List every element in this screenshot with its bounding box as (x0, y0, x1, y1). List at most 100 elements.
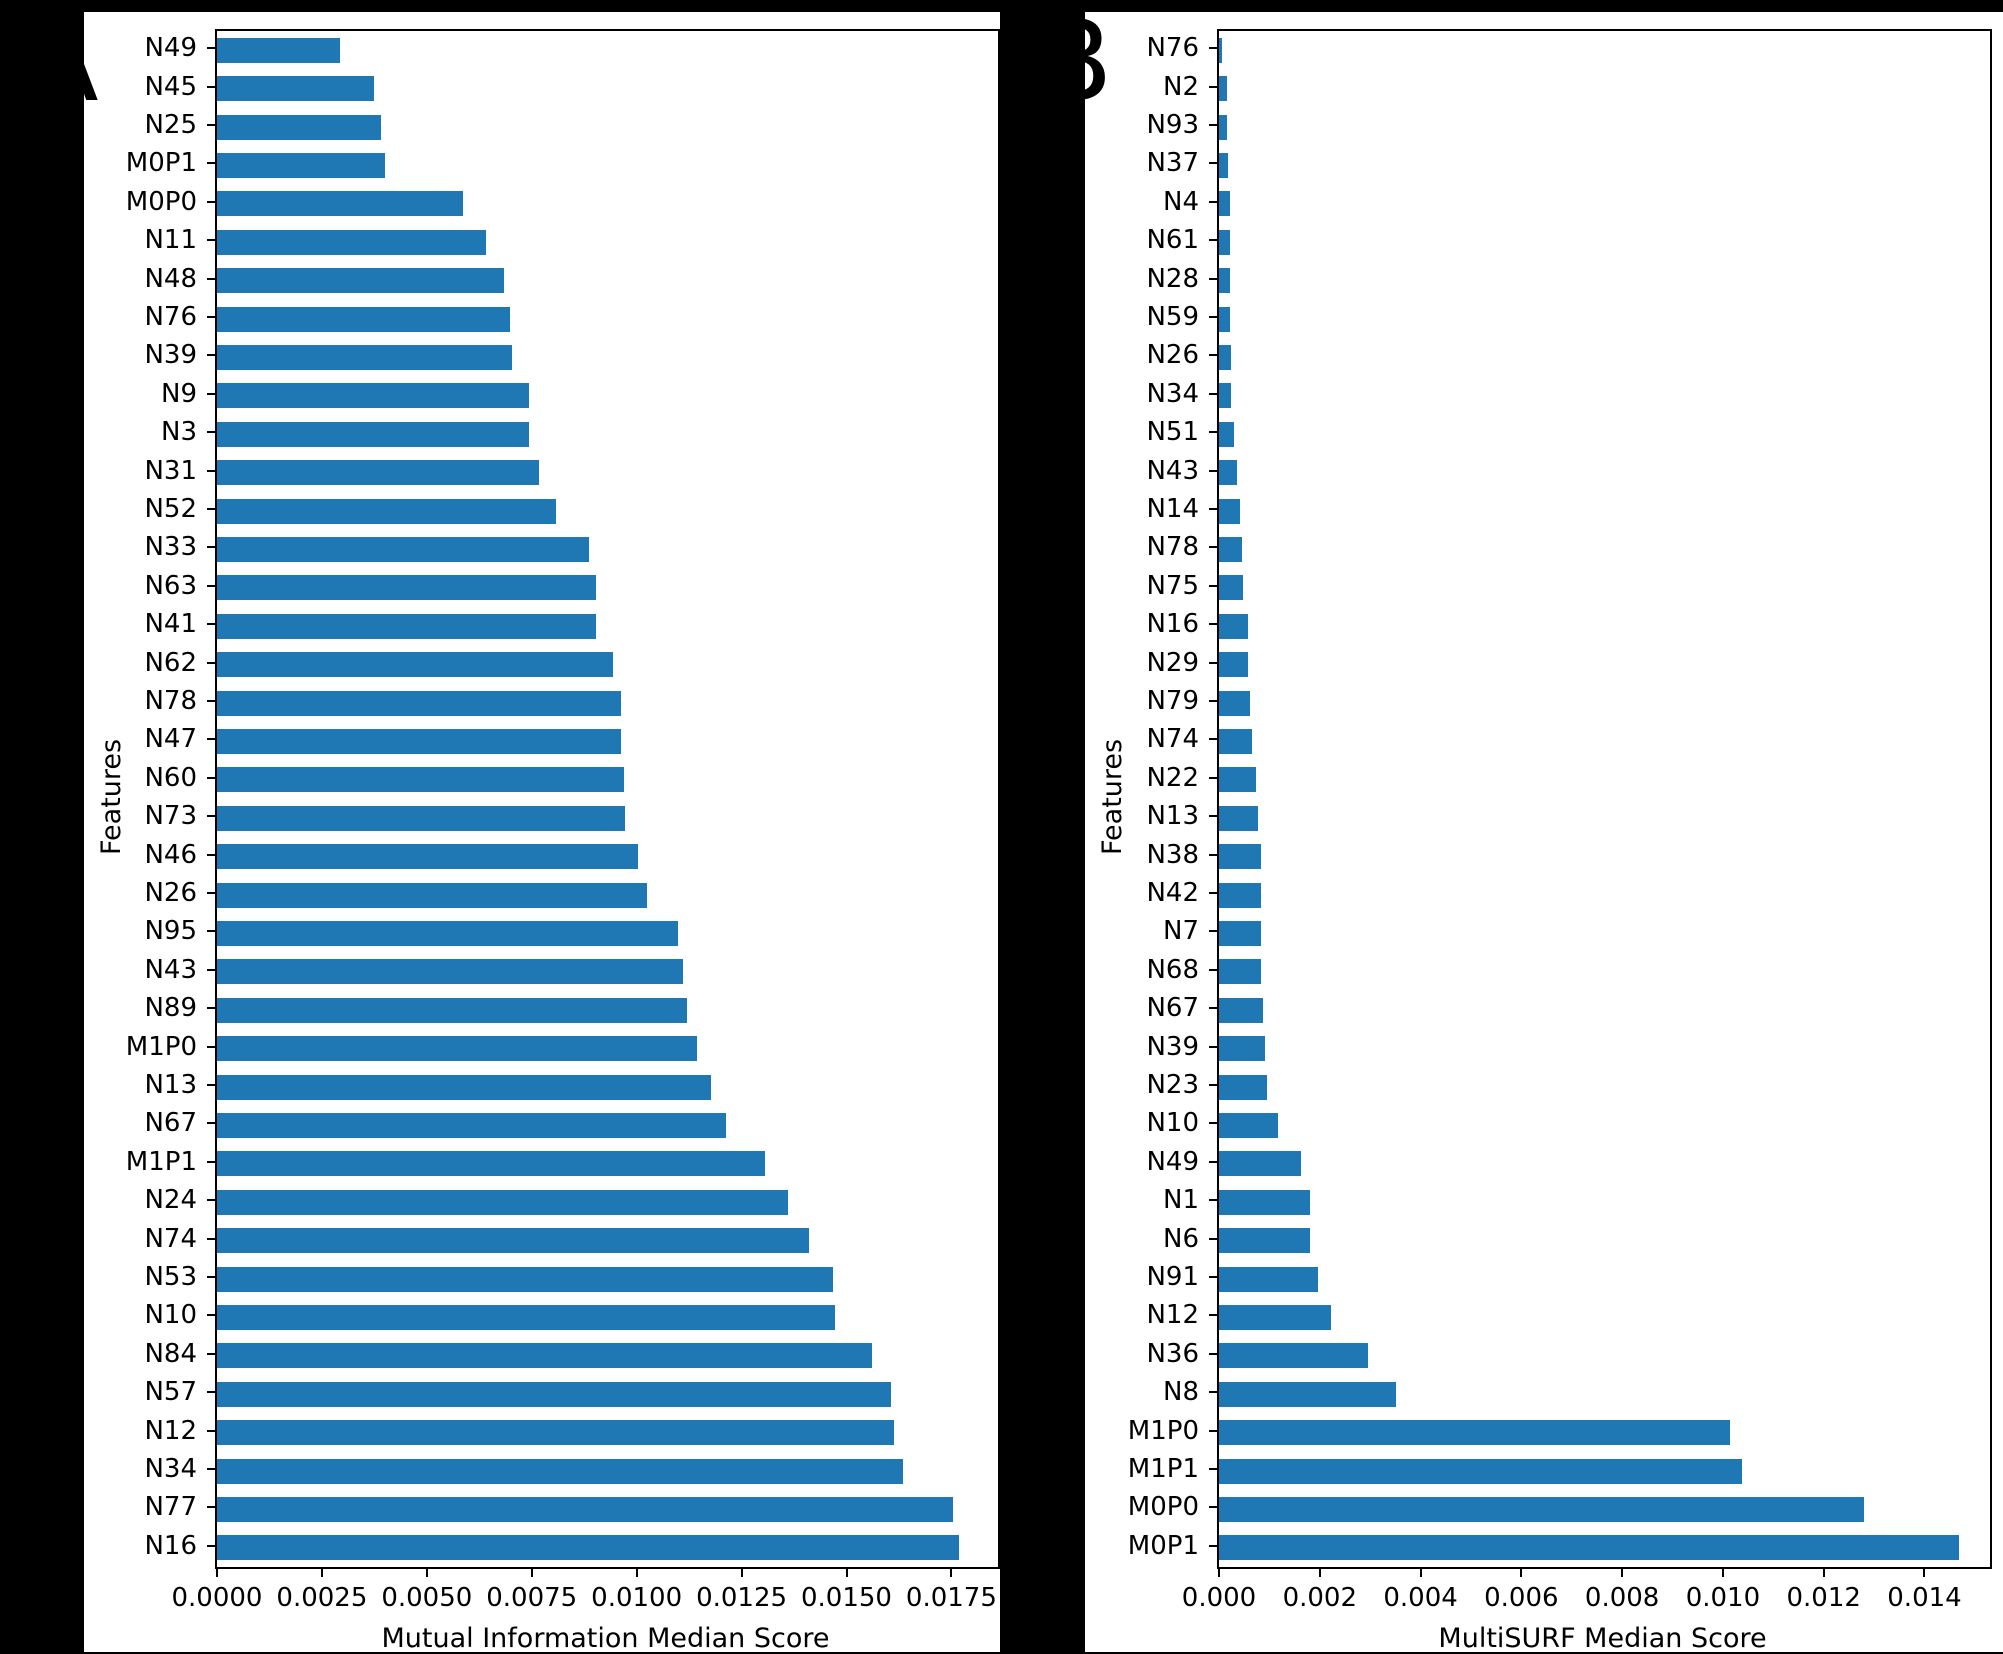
bar-N67 (1219, 997, 1263, 1023)
xtick-mark (1923, 1569, 1926, 1577)
ytick-label-N24: N24 (144, 1185, 197, 1216)
ytick-label-M1P0: M1P0 (1127, 1415, 1199, 1446)
ytick-label-N43: N43 (144, 954, 197, 985)
ytick-label-N26: N26 (1146, 340, 1199, 371)
bar-M0P1 (1219, 1535, 1960, 1561)
ytick-mark (207, 584, 215, 587)
ytick-label-N51: N51 (1146, 417, 1199, 448)
ytick-label-N77: N77 (144, 1492, 197, 1523)
ytick-mark (207, 1045, 215, 1048)
bar-N10 (217, 1304, 835, 1330)
xtick-mark (320, 1569, 323, 1577)
ytick-label-M1P1: M1P1 (1127, 1454, 1199, 1484)
bar-M1P1 (217, 1151, 766, 1177)
ytick-label-N76: N76 (1146, 33, 1199, 64)
ytick-mark (207, 162, 215, 165)
panel-a-letter: A (22, 0, 99, 127)
bar-N9 (217, 383, 530, 409)
ytick-label-N12: N12 (1146, 1300, 1199, 1331)
ytick-label-M0P1: M0P1 (125, 148, 197, 179)
bar-N29 (1219, 652, 1249, 678)
ytick-label-N84: N84 (144, 1338, 197, 1369)
ytick-mark (1209, 1199, 1217, 1202)
ytick-label-N29: N29 (1146, 647, 1199, 678)
ytick-mark (207, 1122, 215, 1125)
ytick-label-N67: N67 (1146, 993, 1199, 1024)
ytick-mark (207, 1276, 215, 1278)
ytick-mark (1209, 1122, 1217, 1125)
xtick-label: 0.0175 (905, 1583, 997, 1613)
bar-N79 (1219, 690, 1251, 716)
ytick-label-N7: N7 (1163, 916, 1199, 947)
ytick-mark (207, 968, 215, 971)
xtick-label: 0.0050 (381, 1583, 473, 1613)
bar-N53 (217, 1266, 834, 1292)
bar-N48 (217, 268, 504, 294)
bar-N60 (217, 767, 625, 793)
panel-a-yaxis-title: Features (96, 738, 127, 856)
bar-N42 (1219, 882, 1262, 908)
ytick-mark (207, 853, 215, 856)
bar-N24 (217, 1189, 788, 1215)
xtick-mark (1721, 1569, 1724, 1577)
ytick-label-M0P0: M0P0 (1127, 1492, 1199, 1523)
bar-N2 (1219, 76, 1227, 102)
ytick-mark (1209, 930, 1217, 933)
bar-N31 (217, 460, 539, 486)
bar-N22 (1219, 767, 1257, 793)
bar-N3 (217, 421, 530, 447)
ytick-label-N45: N45 (144, 71, 197, 102)
ytick-mark (1209, 508, 1217, 510)
bar-N74 (1219, 728, 1252, 754)
ytick-mark (207, 1160, 215, 1163)
ytick-mark (207, 1314, 215, 1317)
bar-N67 (217, 1112, 726, 1138)
bar-N34 (217, 1458, 903, 1484)
xtick-mark (635, 1569, 638, 1577)
ytick-mark (207, 469, 215, 472)
xtick-label: 0.014 (1887, 1583, 1962, 1613)
bar-N49 (217, 37, 340, 63)
xtick-mark (530, 1569, 533, 1577)
ytick-label-M1P0: M1P0 (125, 1031, 197, 1062)
ytick-mark (1209, 431, 1217, 434)
ytick-label-N74: N74 (144, 1223, 197, 1254)
ytick-label-N75: N75 (1146, 570, 1199, 601)
ytick-label-M0P0: M0P0 (125, 186, 197, 217)
ytick-mark (207, 277, 215, 280)
ytick-label-N9: N9 (161, 378, 197, 409)
ytick-label-N42: N42 (1146, 878, 1199, 908)
bar-N39 (217, 344, 512, 370)
bar-N77 (217, 1496, 954, 1522)
ytick-label-N61: N61 (1146, 225, 1199, 256)
ytick-label-N95: N95 (144, 916, 197, 947)
bar-N39 (1219, 1036, 1265, 1062)
bar-N62 (217, 652, 613, 678)
ytick-mark (1209, 277, 1217, 280)
bar-N37 (1219, 152, 1229, 178)
ytick-mark (207, 1084, 215, 1086)
bar-N25 (217, 114, 381, 140)
ytick-mark (1209, 1391, 1217, 1394)
xtick-mark (425, 1569, 428, 1577)
bar-N63 (217, 575, 596, 601)
ytick-mark (1209, 1045, 1217, 1048)
ytick-label-N63: N63 (144, 570, 197, 601)
ytick-mark (207, 1544, 215, 1547)
bar-N76 (1219, 37, 1222, 63)
ytick-mark (207, 1007, 215, 1010)
bar-N59 (1219, 306, 1231, 332)
ytick-mark (1209, 815, 1217, 818)
bar-N91 (1219, 1266, 1318, 1292)
xtick-label: 0.0125 (696, 1583, 788, 1613)
bar-N36 (1219, 1343, 1369, 1369)
xtick-label: 0.0000 (171, 1583, 263, 1613)
bar-N16 (1219, 613, 1249, 639)
ytick-mark (207, 1391, 215, 1394)
xtick-label: 0.0025 (276, 1583, 368, 1613)
ytick-label-N4: N4 (1163, 186, 1199, 217)
bar-N93 (1219, 114, 1227, 140)
panel-b: Features MultiSURF Median Score N76 N2 N93… (1085, 12, 2003, 1654)
ytick-label-N3: N3 (161, 417, 197, 448)
ytick-mark (207, 661, 215, 664)
